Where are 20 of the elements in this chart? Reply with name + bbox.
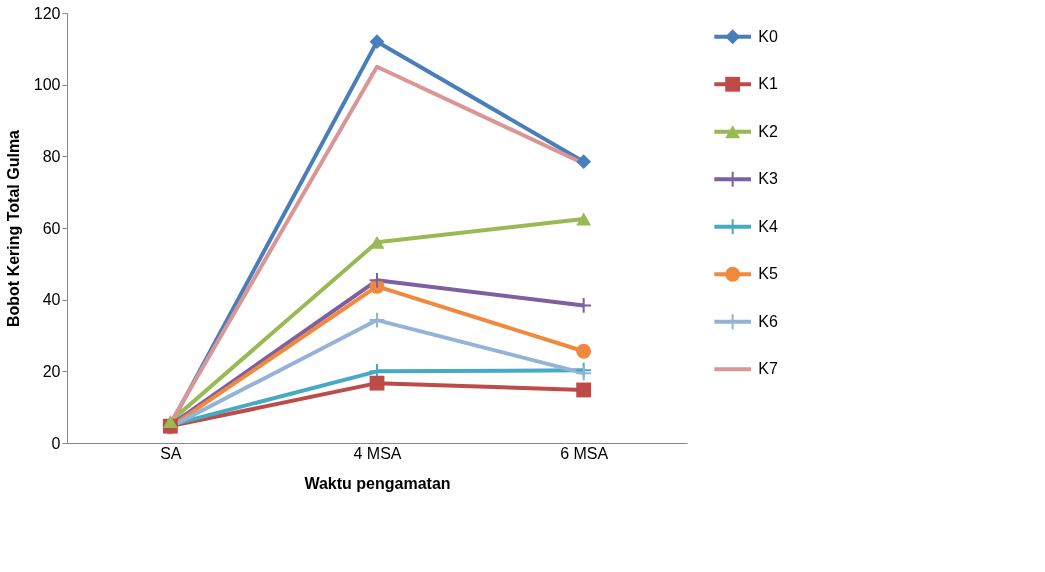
y-tick-label: 60 xyxy=(42,219,61,237)
legend-label: K4 xyxy=(758,217,779,235)
y-tick-label: 0 xyxy=(51,434,61,452)
x-tick-label: 4 MSA xyxy=(353,444,402,462)
x-tick-label: SA xyxy=(160,444,182,462)
legend-label: K7 xyxy=(758,360,779,378)
x-axis-title: Waktu pengamatan xyxy=(304,474,451,492)
y-axis-title: Bobot Kering Total Gulma xyxy=(4,129,22,328)
legend-label: K2 xyxy=(758,122,779,140)
y-tick-label: 20 xyxy=(42,362,61,380)
y-tick-label: 120 xyxy=(33,4,61,22)
legend-label: K6 xyxy=(758,312,779,330)
legend-label: K0 xyxy=(758,27,779,45)
y-tick-label: 80 xyxy=(42,147,61,165)
y-tick-label: 40 xyxy=(42,291,61,309)
legend-label: K5 xyxy=(758,265,779,283)
legend-label: K3 xyxy=(758,170,779,188)
y-tick-label: 100 xyxy=(33,76,61,94)
legend-label: K1 xyxy=(758,75,779,93)
x-tick-label: 6 MSA xyxy=(560,444,609,462)
